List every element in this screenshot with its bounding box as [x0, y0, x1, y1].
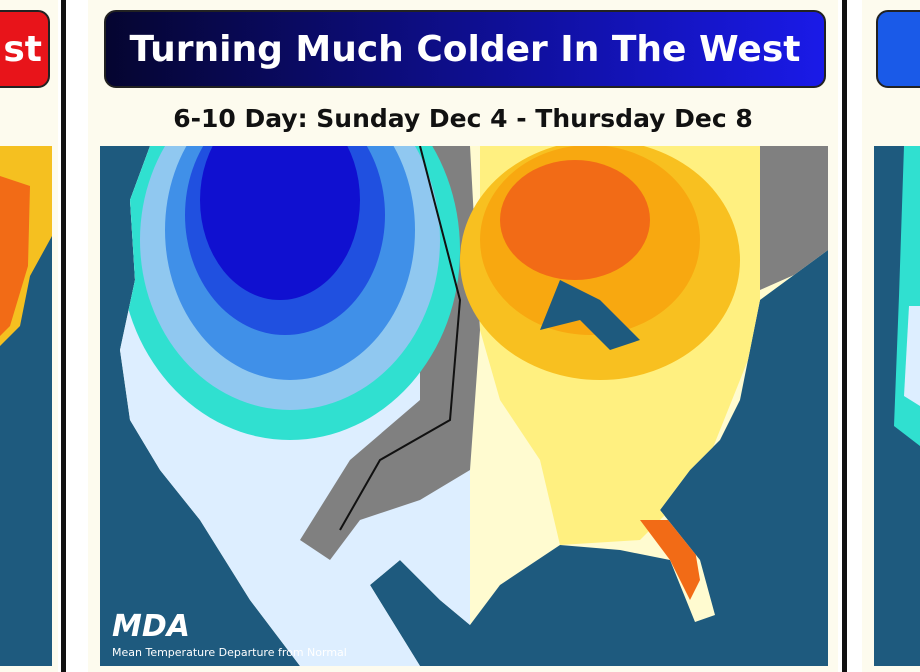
- card-title: Turning Much Colder In The West: [104, 10, 826, 88]
- right-map: [874, 146, 920, 666]
- card-subtitle: 6-10 Day: Sunday Dec 4 - Thursday Dec 8: [173, 104, 753, 133]
- right-card-title: [876, 10, 920, 88]
- separator: [842, 0, 847, 672]
- left-card[interactable]: st: [0, 0, 58, 672]
- map-caption: Mean Temperature Departure from Normal: [112, 646, 347, 659]
- left-card-title: st: [0, 10, 50, 88]
- temperature-map: MDA Mean Temperature Departure from Norm…: [100, 146, 828, 666]
- map-logo: MDA: [112, 609, 190, 644]
- left-map: [0, 146, 52, 666]
- right-card[interactable]: [862, 0, 920, 672]
- separator: [61, 0, 66, 672]
